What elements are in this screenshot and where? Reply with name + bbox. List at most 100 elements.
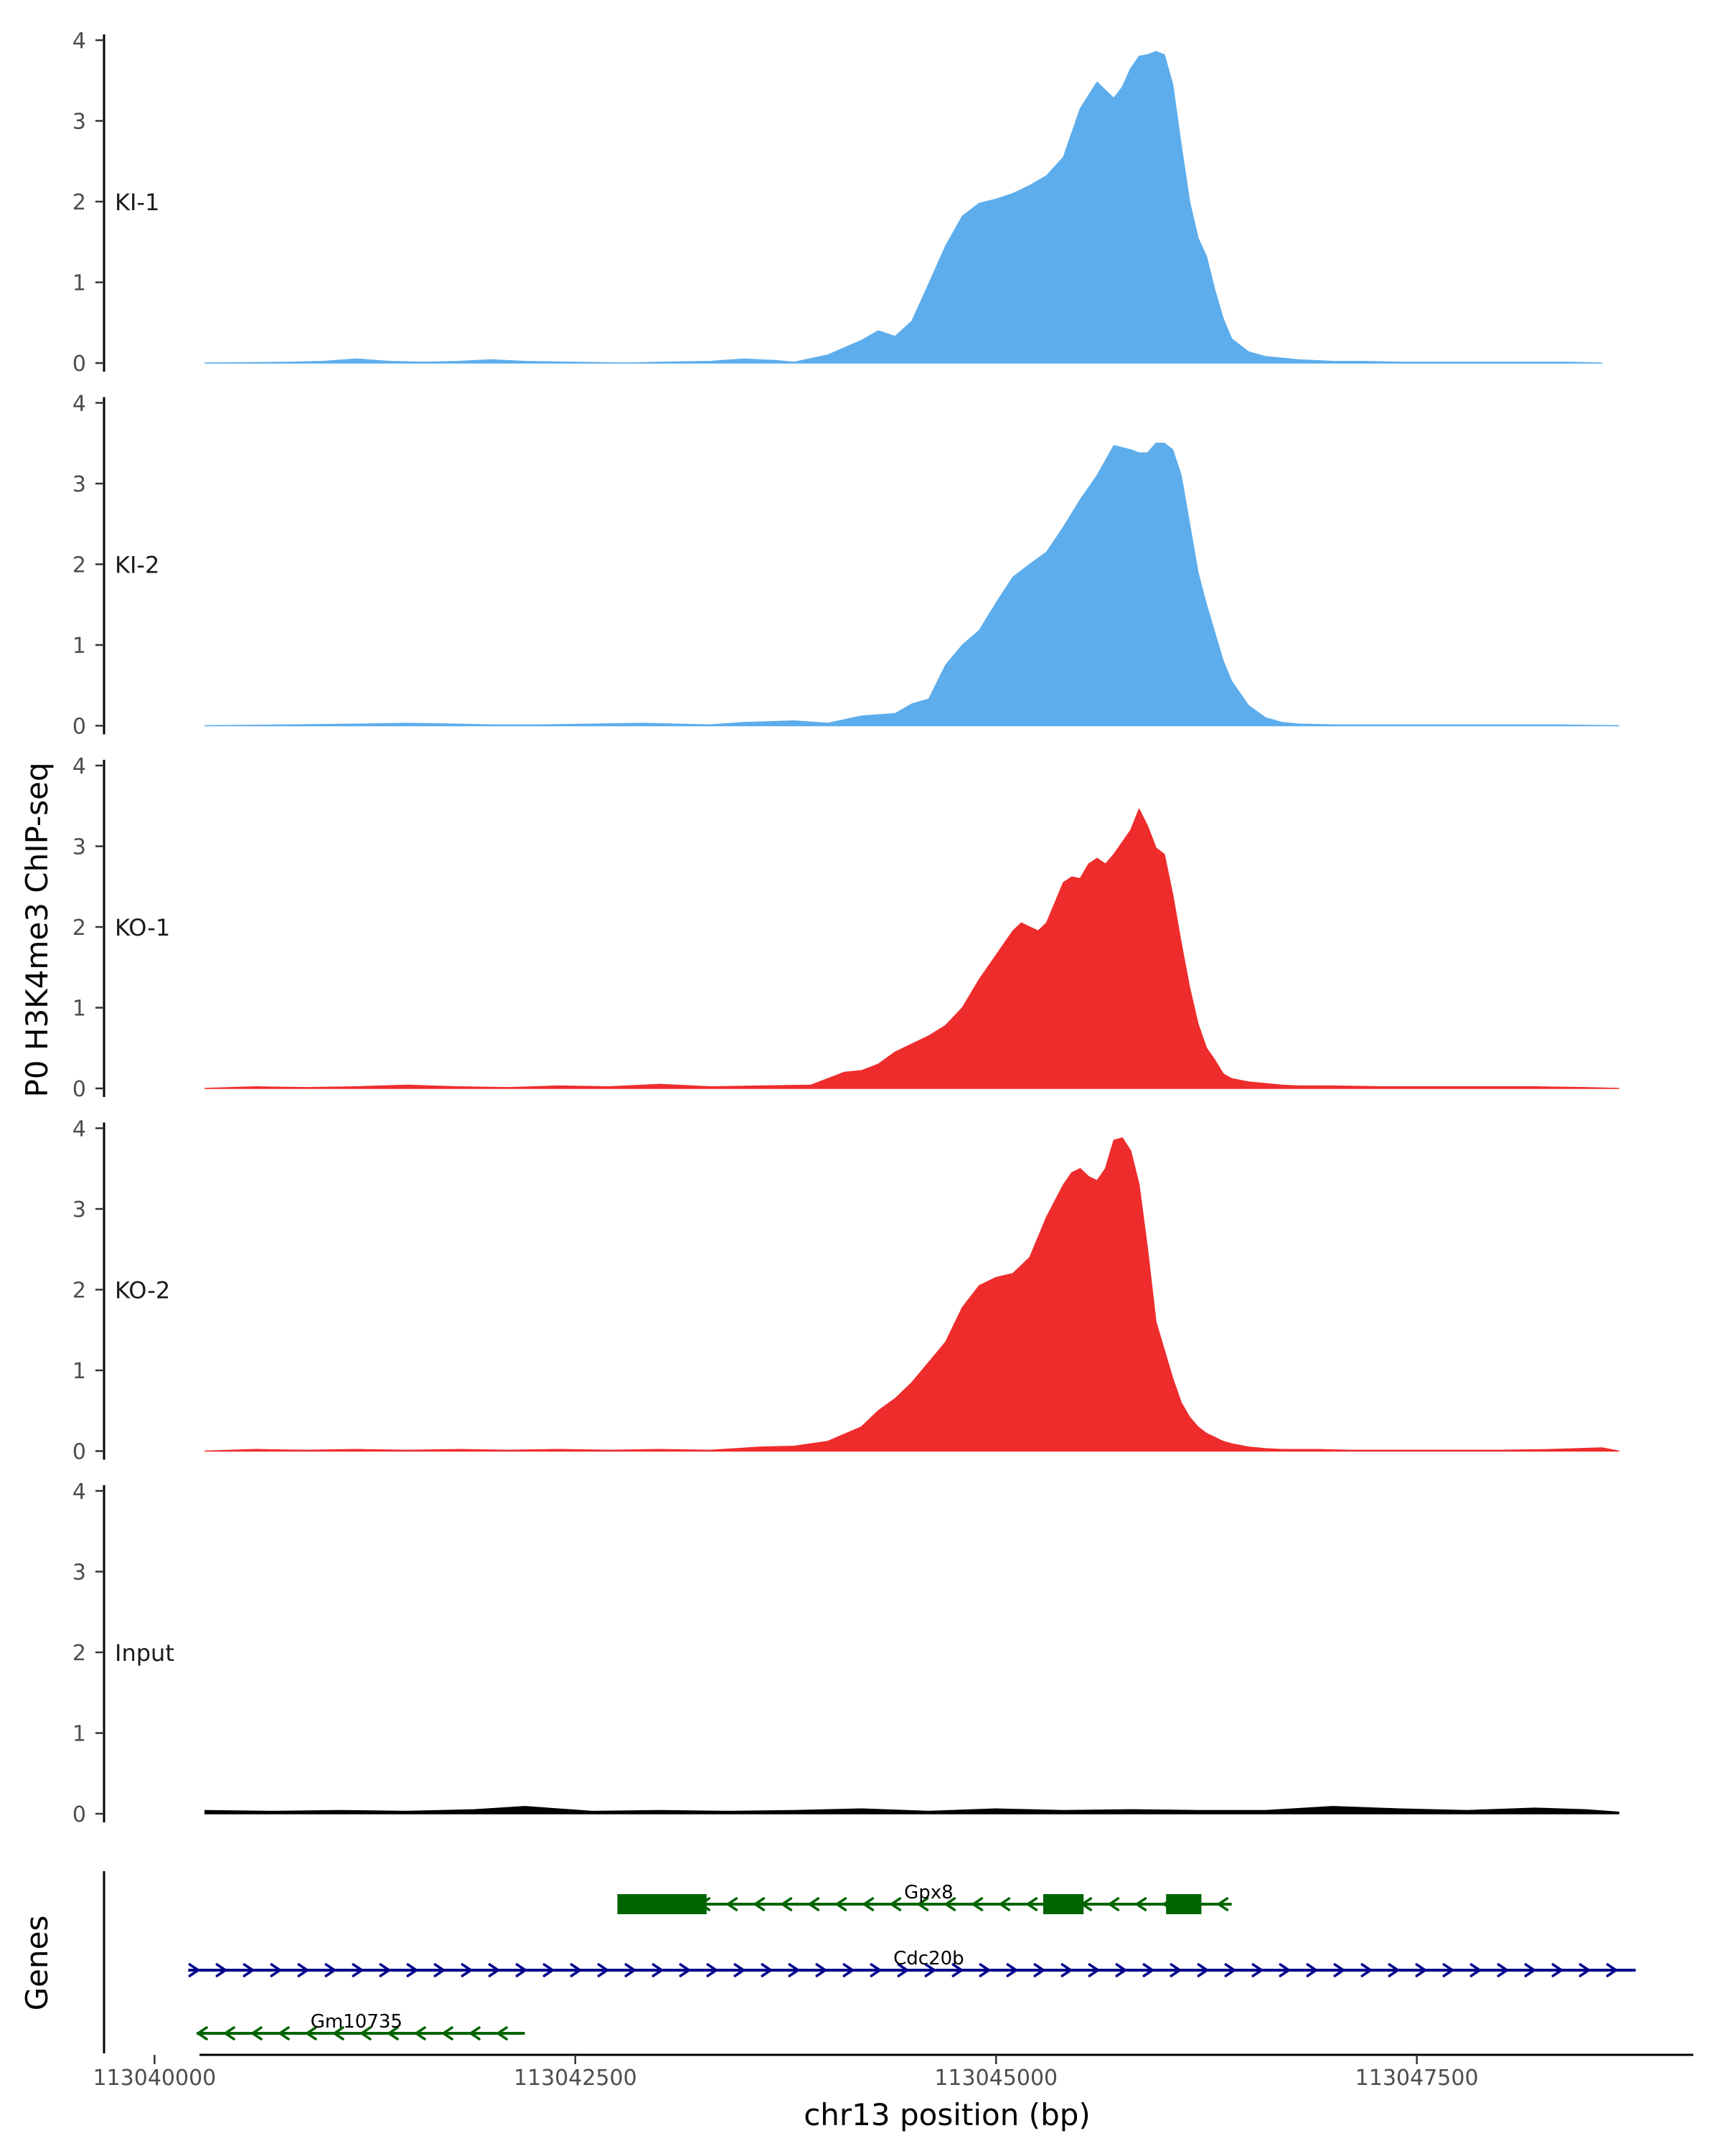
strand-arrow-icon bbox=[597, 1963, 609, 1977]
x-tick-label: 113045000 bbox=[934, 2066, 1058, 2091]
facet-label-ki-1: KI-1 bbox=[115, 189, 159, 216]
strand-arrow-icon bbox=[1333, 1963, 1345, 1977]
track-panel-ki-2: 0 1 2 3 4 KI-2 bbox=[72, 392, 1619, 740]
y-axis-title: P0 H3K4me3 ChIP-seq bbox=[19, 762, 55, 1097]
strand-arrow-icon bbox=[726, 1897, 738, 1911]
y-tick-label: 0 bbox=[72, 1077, 86, 1102]
gene-gm10735: Gm10735 bbox=[197, 2011, 525, 2040]
gene-label: Gpx8 bbox=[904, 1882, 954, 1903]
strand-arrow-icon bbox=[1442, 1963, 1454, 1977]
y-tick-label: 2 bbox=[72, 1279, 86, 1304]
strand-arrow-icon bbox=[679, 1963, 691, 1977]
y-tick-label: 0 bbox=[72, 715, 86, 740]
facet-label-ko-2: KO-2 bbox=[115, 1277, 170, 1304]
track-area-ki-2 bbox=[204, 443, 1619, 727]
strand-arrow-icon bbox=[324, 1963, 337, 1977]
track-panel-input: 0 1 2 3 4 Input bbox=[72, 1479, 1619, 1827]
y-tick-label: 1 bbox=[72, 634, 86, 659]
strand-arrow-icon bbox=[469, 2026, 481, 2040]
strand-arrow-icon bbox=[251, 2026, 263, 2040]
strand-arrow-icon bbox=[297, 1963, 309, 1977]
strand-arrow-icon bbox=[1497, 1963, 1509, 1977]
y-tick-label: 4 bbox=[72, 754, 86, 779]
strand-arrow-icon bbox=[1524, 1963, 1536, 1977]
strand-arrow-icon bbox=[188, 1963, 200, 1977]
strand-arrow-icon bbox=[1388, 1963, 1400, 1977]
y-tick-label: 2 bbox=[72, 190, 86, 215]
track-panel-ko-2: 0 1 2 3 4 KO-2 bbox=[72, 1117, 1619, 1465]
strand-arrow-icon bbox=[415, 2026, 426, 2040]
strand-arrow-icon bbox=[781, 1897, 793, 1911]
strand-arrow-icon bbox=[971, 1897, 984, 1911]
strand-arrow-icon bbox=[1415, 1963, 1427, 1977]
track-panel-ki-1: 0 1 2 3 4 KI-1 bbox=[72, 29, 1603, 377]
strand-arrow-icon bbox=[1026, 1897, 1038, 1911]
strand-arrow-icon bbox=[1360, 1963, 1373, 1977]
strand-arrow-icon bbox=[870, 1963, 882, 1977]
y-tick-label: 3 bbox=[72, 110, 86, 135]
strand-arrow-icon bbox=[1006, 1963, 1018, 1977]
y-tick-label: 1 bbox=[72, 1722, 86, 1747]
gene-exon bbox=[617, 1894, 707, 1914]
strand-arrow-icon bbox=[542, 1963, 555, 1977]
strand-arrow-icon bbox=[1142, 1963, 1154, 1977]
gene-label: Gm10735 bbox=[311, 2011, 403, 2033]
genes-layer: Gpx8 Cdc20b Gm10735 bbox=[103, 1871, 1636, 2053]
y-tick-label: 4 bbox=[72, 29, 86, 54]
strand-arrow-icon bbox=[488, 1963, 500, 1977]
x-tick-label: 113042500 bbox=[514, 2066, 637, 2091]
y-tick-label: 3 bbox=[72, 472, 86, 497]
strand-arrow-icon bbox=[733, 1963, 745, 1977]
strand-arrow-icon bbox=[442, 2026, 453, 2040]
strand-arrow-icon bbox=[197, 2026, 208, 2040]
strand-arrow-icon bbox=[379, 1963, 391, 1977]
strand-arrow-icon bbox=[815, 1963, 827, 1977]
strand-arrow-icon bbox=[387, 2026, 399, 2040]
strand-arrow-icon bbox=[215, 1963, 227, 1977]
strand-arrow-icon bbox=[406, 1963, 418, 1977]
gene-cdc20b: Cdc20b bbox=[188, 1948, 1636, 1977]
y-tick-label: 1 bbox=[72, 271, 86, 296]
track-area-ko-1 bbox=[204, 809, 1619, 1089]
strand-arrow-icon bbox=[624, 1963, 636, 1977]
strand-arrow-icon bbox=[979, 1963, 991, 1977]
strand-arrow-icon bbox=[1088, 1963, 1100, 1977]
strand-arrow-icon bbox=[1108, 1897, 1120, 1911]
y-tick-label: 0 bbox=[72, 1440, 86, 1465]
strand-arrow-icon bbox=[890, 1897, 902, 1911]
strand-arrow-icon bbox=[1115, 1963, 1127, 1977]
strand-arrow-icon bbox=[278, 2026, 290, 2040]
strand-arrow-icon bbox=[808, 1897, 820, 1911]
y-tick-label: 0 bbox=[72, 1802, 86, 1827]
strand-arrow-icon bbox=[944, 1897, 956, 1911]
y-tick-label: 2 bbox=[72, 1641, 86, 1666]
strand-arrow-icon bbox=[1135, 1897, 1147, 1911]
strand-arrow-icon bbox=[1033, 1963, 1045, 1977]
strand-arrow-icon bbox=[951, 1963, 964, 1977]
track-area-ko-2 bbox=[204, 1137, 1619, 1452]
y-tick-label: 4 bbox=[72, 392, 86, 417]
strand-arrow-icon bbox=[515, 1963, 527, 1977]
strand-arrow-icon bbox=[917, 1897, 929, 1911]
strand-arrow-icon bbox=[1170, 1963, 1182, 1977]
facet-label-ko-1: KO-1 bbox=[115, 914, 170, 941]
gene-label: Cdc20b bbox=[893, 1948, 964, 1969]
strand-arrow-icon bbox=[924, 1963, 936, 1977]
strand-arrow-icon bbox=[243, 1963, 255, 1977]
strand-arrow-icon bbox=[897, 1963, 909, 1977]
strand-arrow-icon bbox=[761, 1963, 773, 1977]
strand-arrow-icon bbox=[706, 1963, 718, 1977]
strand-arrow-icon bbox=[1224, 1963, 1236, 1977]
strand-arrow-icon bbox=[842, 1963, 855, 1977]
strand-arrow-icon bbox=[1606, 1963, 1618, 1977]
track-panel-ko-1: 0 1 2 3 4 KO-1 bbox=[72, 754, 1619, 1102]
strand-arrow-icon bbox=[651, 1963, 664, 1977]
strand-arrow-icon bbox=[360, 2026, 372, 2040]
strand-arrow-icon bbox=[788, 1963, 800, 1977]
strand-arrow-icon bbox=[224, 2026, 235, 2040]
y-tick-label: 4 bbox=[72, 1479, 86, 1505]
tracks-layer: 0 1 2 3 4 KI-1 0 1 2 3 4 KI-2 0 1 2 3 4 KO-1 0 1 2 3 4 KO-2 0 1 2 3… bbox=[72, 29, 1619, 1827]
y-tick-label: 3 bbox=[72, 1197, 86, 1223]
